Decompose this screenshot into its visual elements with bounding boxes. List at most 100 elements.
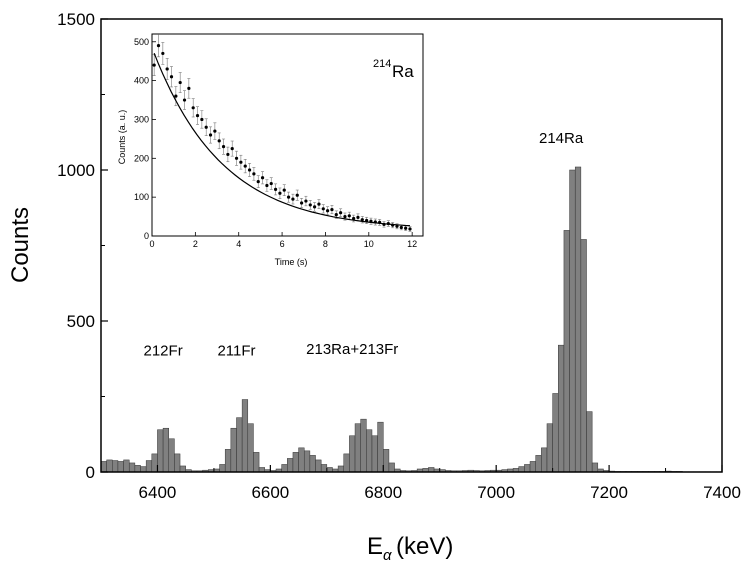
inset-point bbox=[369, 219, 373, 223]
histogram-bar bbox=[298, 447, 305, 473]
inset-point bbox=[404, 226, 408, 230]
x-axis-title: E α (keV) bbox=[367, 533, 453, 561]
inset-point bbox=[273, 187, 278, 191]
histogram-bar bbox=[292, 452, 299, 473]
histogram-bar bbox=[580, 239, 587, 473]
inset-x-tick-label: 12 bbox=[407, 239, 417, 249]
histogram-bar bbox=[535, 455, 542, 473]
inset-point bbox=[252, 172, 256, 176]
inset-point bbox=[299, 201, 304, 205]
inset-point bbox=[204, 125, 208, 129]
peak-label: 214Ra bbox=[539, 130, 584, 147]
y-tick-label: 0 bbox=[86, 463, 95, 482]
histogram-bar bbox=[315, 459, 322, 473]
histogram-bar bbox=[569, 169, 576, 473]
y-tick-label: 500 bbox=[67, 312, 95, 331]
inset-point bbox=[334, 213, 338, 217]
inset-point bbox=[339, 211, 343, 215]
histogram-bar bbox=[366, 429, 373, 473]
histogram-bar bbox=[558, 344, 565, 473]
inset-point bbox=[282, 188, 286, 192]
x-tick-label: 6400 bbox=[139, 483, 177, 502]
histogram-bar bbox=[140, 466, 147, 473]
histogram-bar bbox=[281, 464, 288, 473]
inset-point bbox=[356, 215, 360, 219]
inset-ticks bbox=[151, 41, 413, 237]
inset-x-tick-label: 0 bbox=[149, 239, 154, 249]
histogram-bar bbox=[106, 459, 113, 473]
x-axis-title-subscript: α bbox=[383, 547, 392, 561]
inset-points bbox=[152, 44, 412, 231]
inset-fit-curve bbox=[153, 52, 411, 227]
inset-point bbox=[191, 106, 195, 110]
histogram-bar bbox=[134, 465, 141, 473]
histogram-bar bbox=[371, 435, 378, 473]
main-ticks bbox=[100, 18, 723, 473]
inset-point bbox=[182, 98, 187, 102]
histogram-bar bbox=[309, 455, 316, 473]
histogram-bar bbox=[552, 393, 559, 473]
y-axis-title: Counts bbox=[7, 207, 34, 283]
histogram-bar bbox=[349, 435, 356, 473]
histogram-bar bbox=[354, 423, 361, 473]
inset-point bbox=[278, 191, 282, 195]
histogram-bar bbox=[241, 399, 249, 473]
inset-point bbox=[226, 152, 230, 157]
inset-point bbox=[286, 195, 291, 199]
inset-point bbox=[313, 205, 317, 209]
histogram-bar bbox=[529, 461, 536, 473]
inset-point bbox=[269, 181, 273, 186]
inset-point bbox=[243, 164, 247, 168]
peak-annotations: 212Fr 211Fr 213Ra+213Fr 214Ra bbox=[144, 130, 584, 360]
inset-point bbox=[265, 183, 269, 188]
inset-tick-labels: 0 2 4 6 8 10 12 0 100 200 300 400 500 bbox=[134, 37, 417, 249]
inset-point bbox=[260, 176, 265, 180]
histogram-bar bbox=[230, 427, 237, 473]
inset-point bbox=[391, 223, 395, 227]
histogram-bar bbox=[574, 166, 582, 473]
inset-point bbox=[152, 63, 156, 67]
histogram-bar bbox=[337, 465, 345, 473]
main-bars bbox=[100, 166, 723, 473]
histogram-bar bbox=[546, 423, 553, 473]
inset-title-superscript: 214 bbox=[373, 58, 391, 70]
x-axis-title-main: E bbox=[367, 533, 383, 560]
inset-y-tick-label: 300 bbox=[134, 114, 149, 124]
histogram-bar bbox=[303, 450, 311, 473]
histogram-bar bbox=[343, 453, 350, 473]
inset-point bbox=[386, 221, 390, 226]
inset-point bbox=[195, 113, 200, 118]
inset-point bbox=[321, 207, 325, 211]
inset-background bbox=[118, 29, 429, 267]
inset-point bbox=[178, 80, 182, 85]
histogram-bar bbox=[524, 464, 531, 473]
inset-point bbox=[161, 51, 165, 56]
inset-title-element: Ra bbox=[392, 62, 414, 81]
x-tick-label: 7200 bbox=[590, 483, 628, 502]
inset-point bbox=[304, 199, 308, 203]
histogram-bar bbox=[168, 438, 175, 473]
x-tick-label: 7000 bbox=[477, 483, 515, 502]
inset-point bbox=[308, 203, 312, 207]
histogram-bar bbox=[123, 459, 130, 473]
inset-point bbox=[174, 94, 178, 98]
histogram-bar bbox=[320, 464, 328, 473]
inset-point bbox=[395, 224, 399, 228]
x-tick-label: 6800 bbox=[364, 483, 402, 502]
histogram-bar bbox=[236, 417, 243, 473]
inset-point bbox=[408, 227, 412, 231]
inset-x-tick-label: 6 bbox=[280, 239, 285, 249]
inset-point bbox=[295, 193, 299, 197]
histogram-bar bbox=[287, 458, 294, 473]
inset-point bbox=[378, 220, 382, 225]
inset-x-tick-label: 4 bbox=[236, 239, 241, 249]
histogram-bar bbox=[219, 464, 226, 473]
inset-title: 214 Ra bbox=[373, 58, 414, 81]
inset-x-tick-label: 8 bbox=[323, 239, 328, 249]
y-tick-label: 1500 bbox=[57, 10, 95, 29]
histogram-bar bbox=[586, 411, 593, 473]
histogram-bar bbox=[117, 461, 124, 473]
histogram-bar bbox=[247, 423, 254, 473]
